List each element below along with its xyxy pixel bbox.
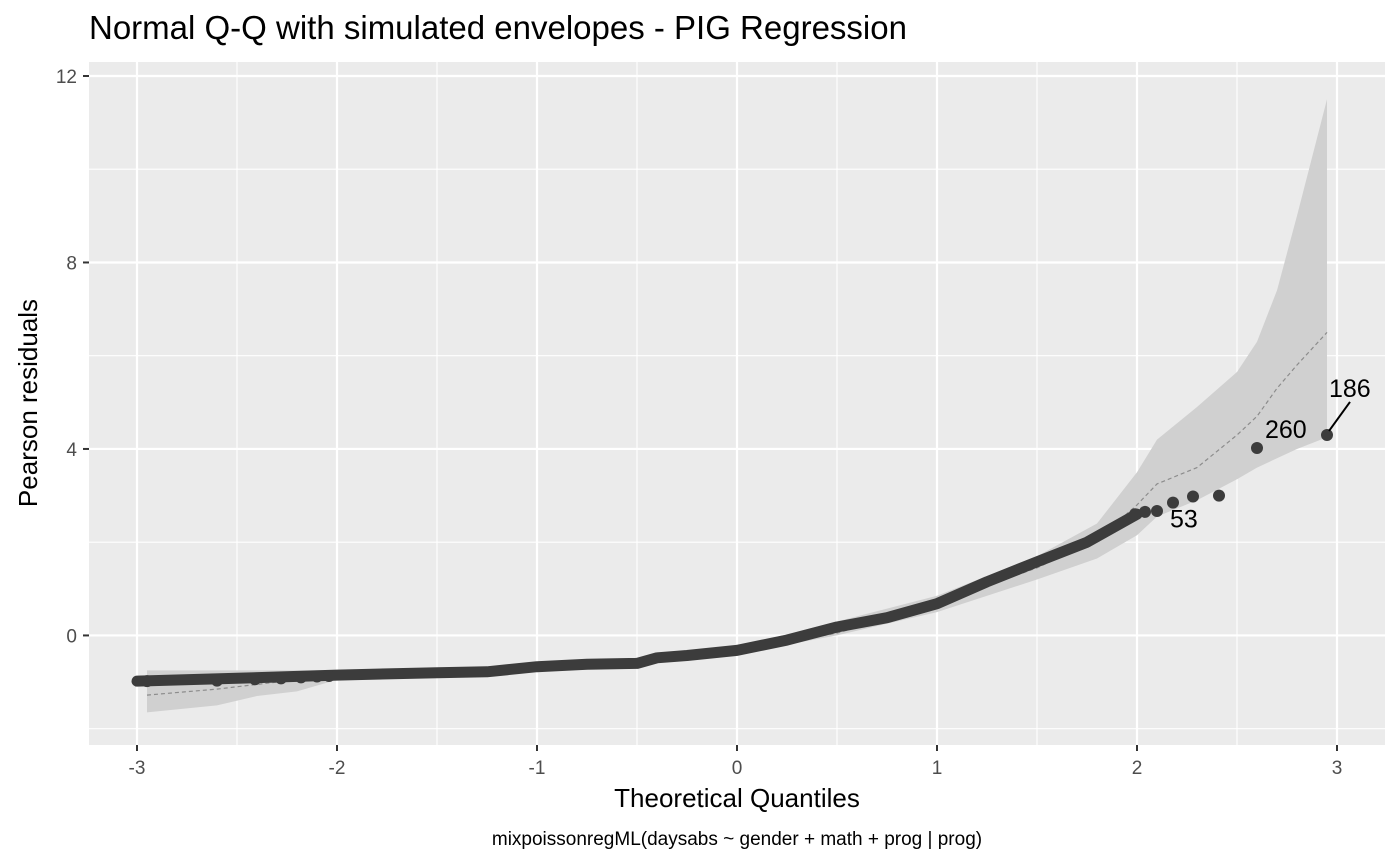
x-axis-title: Theoretical Quantiles xyxy=(614,783,860,813)
residual-point xyxy=(295,671,307,684)
chart-caption: mixpoissonregML(daysabs ~ gender + math … xyxy=(492,829,982,850)
y-axis-title: Pearson residuals xyxy=(13,299,43,507)
residual-point xyxy=(211,674,223,687)
x-tick-label: 3 xyxy=(1332,758,1343,779)
residual-point xyxy=(1129,508,1141,521)
x-tick-label: 2 xyxy=(1132,758,1143,779)
residual-point xyxy=(249,673,261,686)
residual-point xyxy=(1187,490,1199,503)
residual-points xyxy=(141,428,1333,688)
annotation-label: 53 xyxy=(1170,506,1198,534)
y-tick-label: 4 xyxy=(66,440,77,461)
annotation-label: 260 xyxy=(1265,416,1307,444)
x-tick-label: 0 xyxy=(732,758,743,779)
residual-point xyxy=(1251,442,1263,455)
residual-point xyxy=(1151,504,1163,517)
residual-curve xyxy=(131,508,1143,687)
annotation-label: 186 xyxy=(1329,375,1371,403)
annotation-leader xyxy=(1328,401,1351,432)
y-tick-label: 0 xyxy=(66,626,77,647)
x-tick-label: -1 xyxy=(529,758,546,779)
x-tick-label: 1 xyxy=(932,758,943,779)
y-tick-label: 12 xyxy=(56,67,77,88)
residual-point xyxy=(1167,496,1179,509)
y-tick-label: 8 xyxy=(66,253,77,274)
y-axis: 0 4 8 12 xyxy=(56,67,89,647)
residual-point xyxy=(1139,505,1151,518)
point-annotations: 186 260 53 xyxy=(1170,375,1371,534)
x-tick-label: -2 xyxy=(329,758,346,779)
residual-point xyxy=(141,675,153,688)
residual-point xyxy=(275,672,287,685)
residual-point xyxy=(311,670,323,683)
residual-point xyxy=(1321,428,1333,441)
residual-point xyxy=(1213,489,1225,502)
x-axis: -3 -2 -1 0 1 2 3 xyxy=(129,745,1343,779)
chart-title: Normal Q-Q with simulated envelopes - PI… xyxy=(89,9,907,46)
x-tick-label: -3 xyxy=(129,758,146,779)
residual-point xyxy=(323,670,335,683)
